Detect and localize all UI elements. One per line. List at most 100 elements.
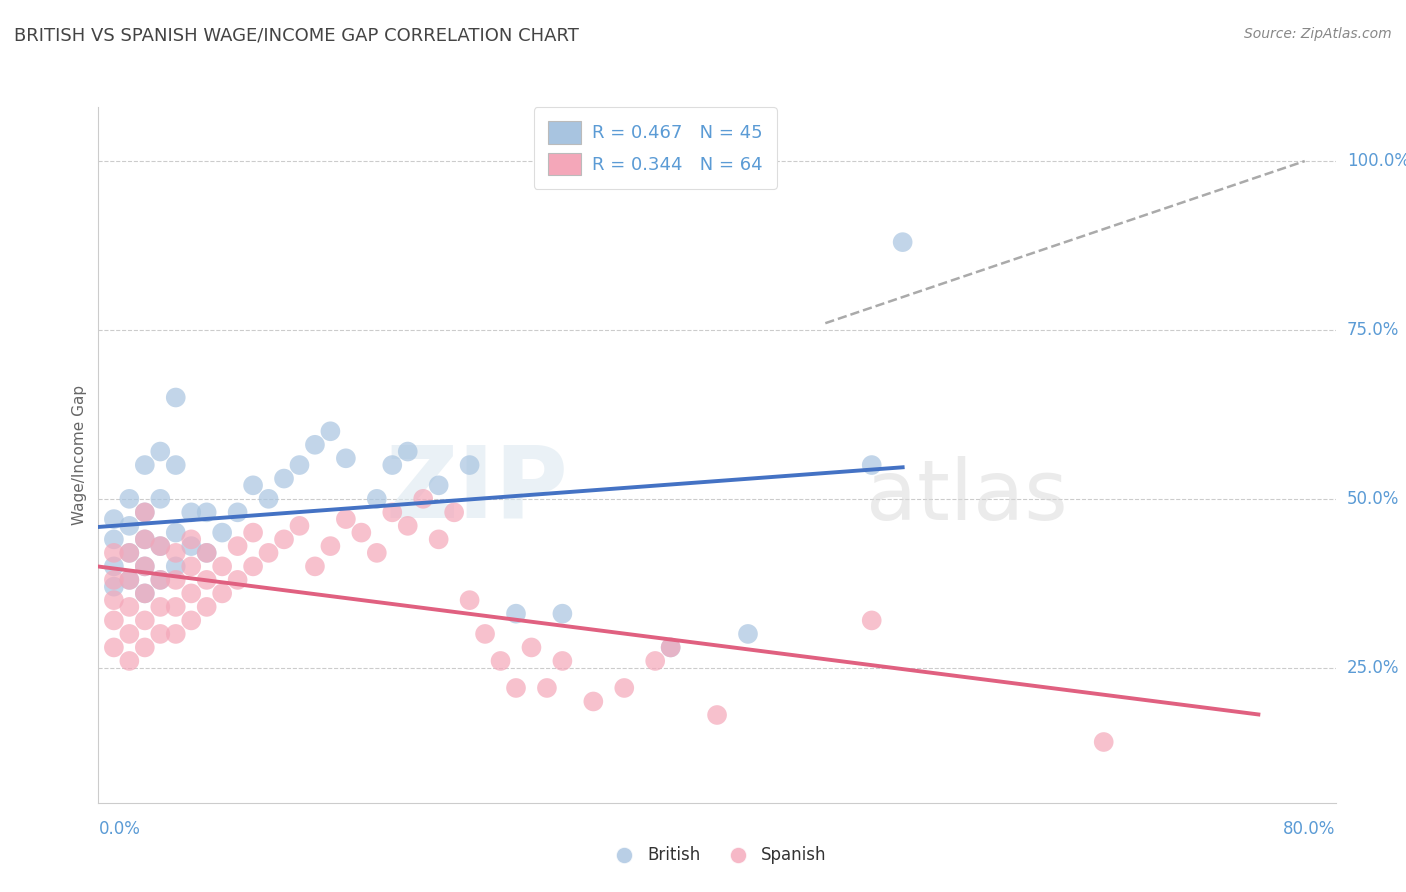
Point	[891, 235, 914, 249]
Point	[134, 533, 156, 547]
Point	[350, 525, 373, 540]
Point	[211, 525, 233, 540]
Point	[226, 573, 249, 587]
Point	[381, 505, 404, 519]
Point	[319, 539, 342, 553]
Point	[149, 573, 172, 587]
Point	[103, 533, 125, 547]
Point	[273, 472, 295, 486]
Legend: British, Spanish: British, Spanish	[600, 839, 834, 871]
Point	[195, 546, 218, 560]
Point	[366, 546, 388, 560]
Point	[226, 505, 249, 519]
Point	[103, 512, 125, 526]
Point	[644, 654, 666, 668]
Point	[551, 607, 574, 621]
Text: 25.0%: 25.0%	[1347, 658, 1399, 677]
Point	[288, 458, 311, 472]
Point	[118, 627, 141, 641]
Point	[118, 491, 141, 506]
Point	[180, 586, 202, 600]
Point	[134, 505, 156, 519]
Point	[134, 614, 156, 628]
Point	[860, 614, 883, 628]
Point	[659, 640, 682, 655]
Point	[396, 444, 419, 458]
Point	[304, 559, 326, 574]
Text: atlas: atlas	[866, 456, 1067, 537]
Point	[273, 533, 295, 547]
Point	[118, 519, 141, 533]
Point	[134, 458, 156, 472]
Point	[149, 444, 172, 458]
Text: 80.0%: 80.0%	[1284, 820, 1336, 838]
Point	[242, 478, 264, 492]
Point	[149, 573, 172, 587]
Point	[242, 559, 264, 574]
Point	[103, 593, 125, 607]
Point	[242, 525, 264, 540]
Point	[551, 654, 574, 668]
Point	[257, 546, 280, 560]
Point	[134, 559, 156, 574]
Point	[381, 458, 404, 472]
Point	[335, 451, 357, 466]
Point	[860, 458, 883, 472]
Point	[257, 491, 280, 506]
Point	[118, 546, 141, 560]
Point	[165, 599, 187, 614]
Point	[180, 539, 202, 553]
Text: 0.0%: 0.0%	[98, 820, 141, 838]
Point	[226, 539, 249, 553]
Point	[582, 694, 605, 708]
Point	[165, 573, 187, 587]
Point	[103, 614, 125, 628]
Point	[335, 512, 357, 526]
Point	[288, 519, 311, 533]
Point	[149, 627, 172, 641]
Text: Source: ZipAtlas.com: Source: ZipAtlas.com	[1244, 27, 1392, 41]
Point	[165, 525, 187, 540]
Point	[165, 546, 187, 560]
Point	[489, 654, 512, 668]
Point	[118, 546, 141, 560]
Point	[195, 573, 218, 587]
Text: 50.0%: 50.0%	[1347, 490, 1399, 508]
Point	[134, 640, 156, 655]
Point	[180, 505, 202, 519]
Point	[659, 640, 682, 655]
Point	[427, 533, 450, 547]
Point	[737, 627, 759, 641]
Point	[195, 599, 218, 614]
Point	[1092, 735, 1115, 749]
Point	[165, 458, 187, 472]
Point	[706, 708, 728, 723]
Point	[118, 599, 141, 614]
Point	[195, 546, 218, 560]
Point	[474, 627, 496, 641]
Point	[211, 586, 233, 600]
Point	[505, 681, 527, 695]
Point	[520, 640, 543, 655]
Point	[536, 681, 558, 695]
Point	[505, 607, 527, 621]
Point	[149, 491, 172, 506]
Point	[149, 539, 172, 553]
Point	[118, 573, 141, 587]
Point	[165, 391, 187, 405]
Point	[211, 559, 233, 574]
Point	[165, 627, 187, 641]
Point	[103, 640, 125, 655]
Point	[118, 573, 141, 587]
Point	[149, 539, 172, 553]
Point	[319, 424, 342, 438]
Point	[443, 505, 465, 519]
Point	[427, 478, 450, 492]
Point	[134, 586, 156, 600]
Point	[149, 599, 172, 614]
Point	[412, 491, 434, 506]
Point	[118, 654, 141, 668]
Point	[195, 505, 218, 519]
Point	[103, 546, 125, 560]
Point	[103, 573, 125, 587]
